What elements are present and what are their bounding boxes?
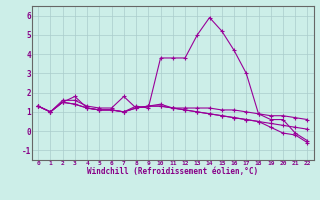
X-axis label: Windchill (Refroidissement éolien,°C): Windchill (Refroidissement éolien,°C) — [87, 167, 258, 176]
